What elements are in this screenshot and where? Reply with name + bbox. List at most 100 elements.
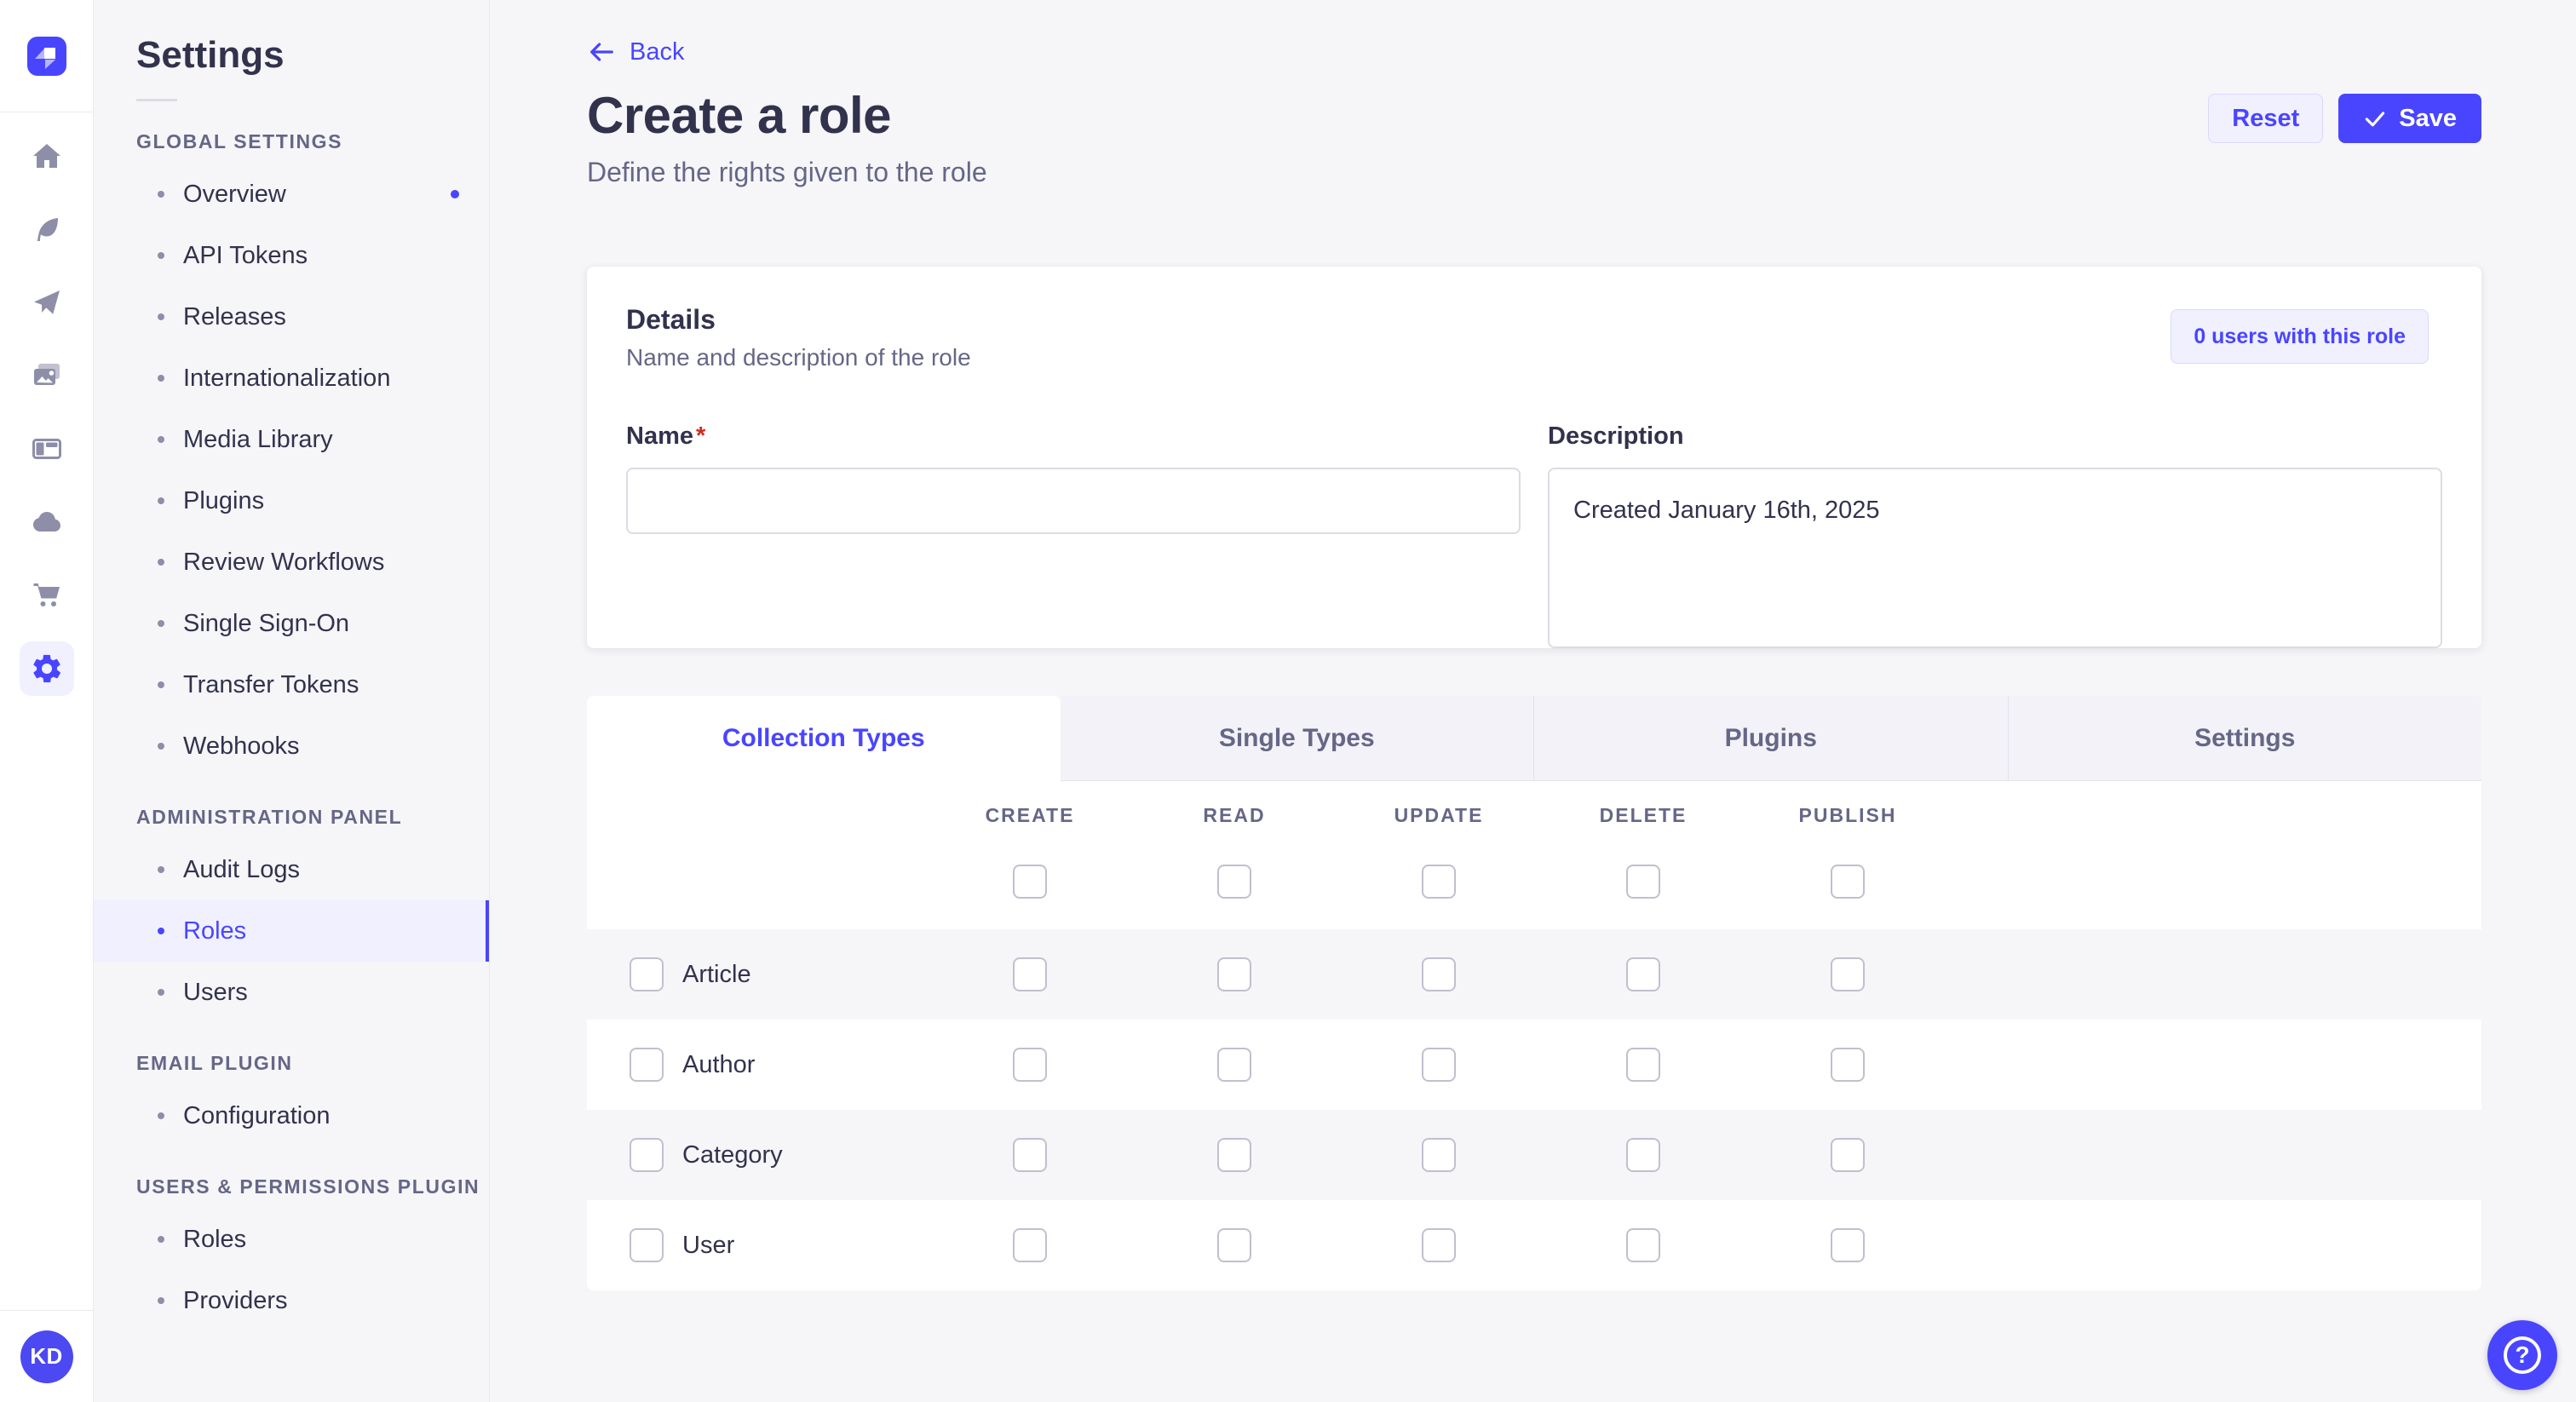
workspace-logo[interactable] (0, 0, 93, 112)
article-read-checkbox[interactable] (1217, 957, 1251, 991)
user-read-checkbox[interactable] (1217, 1228, 1251, 1262)
back-link[interactable]: Back (587, 37, 684, 66)
page-subtitle: Define the rights given to the role (587, 157, 987, 187)
avatar[interactable]: KD (20, 1330, 73, 1383)
rail-item-home[interactable] (0, 119, 94, 192)
sidebar-item-review-workflows[interactable]: Review Workflows (94, 531, 489, 593)
bullet-icon (158, 620, 164, 627)
sidebar-title: Settings (136, 34, 285, 76)
tab-settings[interactable]: Settings (2007, 696, 2481, 781)
sidebar-item-label: Webhooks (183, 732, 300, 760)
select-all-delete-checkbox[interactable] (1626, 865, 1660, 899)
sidebar-item-roles[interactable]: Roles (94, 900, 489, 962)
bullet-icon (158, 866, 164, 873)
sidebar-item-media-library[interactable]: Media Library (94, 409, 489, 470)
column-header-publish: PUBLISH (1798, 803, 1897, 826)
row-select-article-checkbox[interactable] (630, 957, 664, 991)
name-field-group: Name * (626, 422, 1521, 652)
settings-gear-icon (19, 641, 74, 696)
article-create-checkbox[interactable] (1013, 957, 1047, 991)
article-update-checkbox[interactable] (1422, 957, 1456, 991)
sidebar-item-label: Media Library (183, 425, 333, 453)
article-delete-checkbox[interactable] (1626, 957, 1660, 991)
rail-item-marketplace-cart[interactable] (0, 559, 94, 632)
row-label: Category (682, 1141, 783, 1169)
users-with-role-button[interactable]: 0 users with this role (2171, 309, 2429, 364)
deploy-cloud-icon (20, 495, 74, 549)
sidebar-item-api-tokens[interactable]: API Tokens (94, 225, 489, 286)
article-publish-checkbox[interactable] (1831, 957, 1865, 991)
sidebar-item-internationalization[interactable]: Internationalization (94, 348, 489, 409)
category-update-checkbox[interactable] (1422, 1138, 1456, 1172)
select-all-create-checkbox[interactable] (1013, 865, 1047, 899)
rail-item-content-feather[interactable] (0, 192, 94, 266)
permissions-tabs: Collection Types Single Types Plugins Setti… (587, 696, 2481, 781)
user-delete-checkbox[interactable] (1626, 1228, 1660, 1262)
sidebar-item-roles[interactable]: Roles (94, 1209, 489, 1270)
sidebar-item-label: Roles (183, 916, 247, 945)
category-read-checkbox[interactable] (1217, 1138, 1251, 1172)
author-publish-checkbox[interactable] (1831, 1048, 1865, 1082)
details-heading: Details (626, 304, 716, 335)
reset-button[interactable]: Reset (2208, 94, 2324, 143)
header-actions: Reset Save (2208, 94, 2481, 143)
rail-item-deploy-cloud[interactable] (0, 486, 94, 559)
select-all-update-checkbox[interactable] (1422, 865, 1456, 899)
sidebar-item-label: Review Workflows (183, 548, 385, 576)
row-select-user-checkbox[interactable] (630, 1228, 664, 1262)
author-delete-checkbox[interactable] (1626, 1048, 1660, 1082)
row-label: User (682, 1231, 735, 1259)
rail-item-release-plane[interactable] (0, 266, 94, 339)
back-label: Back (630, 37, 685, 66)
sidebar-item-overview[interactable]: Overview (94, 164, 489, 225)
user-update-checkbox[interactable] (1422, 1228, 1456, 1262)
row-select-author-checkbox[interactable] (630, 1048, 664, 1082)
user-publish-checkbox[interactable] (1831, 1228, 1865, 1262)
sidebar-item-transfer-tokens[interactable]: Transfer Tokens (94, 654, 489, 715)
column-header-create: CREATE (985, 803, 1075, 826)
save-button[interactable]: Save (2338, 94, 2481, 143)
sidebar-item-plugins[interactable]: Plugins (94, 470, 489, 531)
bullet-icon (158, 252, 164, 259)
sidebar-item-single-sign-on[interactable]: Single Sign-On (94, 593, 489, 654)
sidebar-item-configuration[interactable]: Configuration (94, 1085, 489, 1146)
row-select-category-checkbox[interactable] (630, 1138, 664, 1172)
help-button[interactable]: ? (2487, 1320, 2557, 1390)
category-publish-checkbox[interactable] (1831, 1138, 1865, 1172)
sidebar-item-users[interactable]: Users (94, 962, 489, 1023)
name-input[interactable] (626, 468, 1521, 534)
select-all-publish-checkbox[interactable] (1831, 865, 1865, 899)
rail-bottom: KD (0, 1310, 93, 1402)
sidebar-item-label: Audit Logs (183, 855, 301, 883)
details-subheading: Name and description of the role (626, 344, 971, 371)
details-card: Details Name and description of the role… (587, 267, 2481, 648)
description-textarea[interactable]: Created January 16th, 2025 (1548, 468, 2442, 648)
sidebar-item-label: Releases (183, 302, 286, 330)
category-delete-checkbox[interactable] (1626, 1138, 1660, 1172)
select-all-read-checkbox[interactable] (1217, 865, 1251, 899)
rail-item-media-library[interactable] (0, 339, 94, 412)
bullet-icon (158, 559, 164, 566)
category-create-checkbox[interactable] (1013, 1138, 1047, 1172)
main-content: Back Create a role Reset Save Define the… (490, 0, 2576, 1402)
sidebar-section-title-users-permissions-plugin: Users & Permissions Plugin (136, 1175, 480, 1198)
sidebar-item-label: Users (183, 978, 248, 1006)
sidebar-divider (136, 99, 177, 101)
tab-single-types[interactable]: Single Types (1060, 696, 1533, 781)
column-header-read: READ (1203, 803, 1266, 826)
tab-plugins[interactable]: Plugins (1533, 696, 2008, 781)
permissions-column-headers: CREATE READ UPDATE DELETE PUBLISH (587, 781, 2481, 834)
sidebar-item-releases[interactable]: Releases (94, 286, 489, 348)
tab-collection-types[interactable]: Collection Types (587, 696, 1061, 781)
icon-rail: KD (0, 0, 94, 1402)
rail-item-content-type-builder[interactable] (0, 412, 94, 486)
user-create-checkbox[interactable] (1013, 1228, 1047, 1262)
author-update-checkbox[interactable] (1422, 1048, 1456, 1082)
sidebar-item-webhooks[interactable]: Webhooks (94, 715, 489, 777)
sidebar-item-providers[interactable]: Providers (94, 1270, 489, 1331)
author-create-checkbox[interactable] (1013, 1048, 1047, 1082)
sidebar-item-label: Transfer Tokens (183, 670, 359, 698)
rail-item-settings-gear[interactable] (0, 632, 94, 705)
sidebar-item-audit-logs[interactable]: Audit Logs (94, 839, 489, 900)
author-read-checkbox[interactable] (1217, 1048, 1251, 1082)
